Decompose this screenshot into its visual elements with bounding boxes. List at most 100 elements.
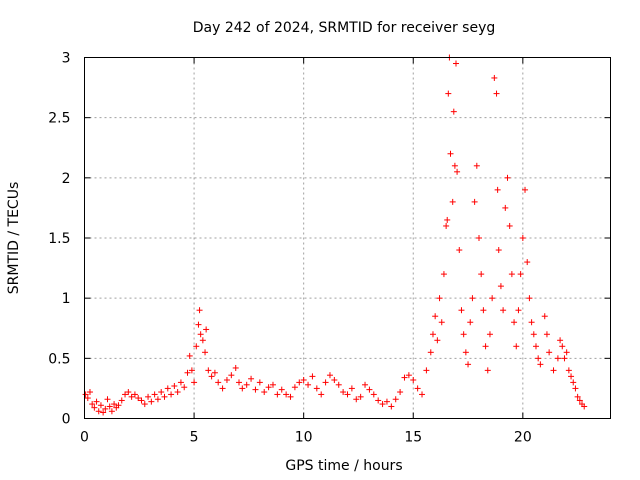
data-point xyxy=(256,379,263,386)
data-point xyxy=(541,313,548,320)
data-point xyxy=(462,349,469,356)
data-point xyxy=(291,384,298,391)
data-point xyxy=(211,369,218,376)
data-point xyxy=(471,198,478,205)
data-point xyxy=(508,271,515,278)
data-point xyxy=(546,349,553,356)
data-point xyxy=(405,372,412,379)
grid-lines xyxy=(84,57,611,419)
data-point xyxy=(497,283,504,290)
data-point xyxy=(517,271,524,278)
data-point xyxy=(392,396,399,403)
data-point xyxy=(131,391,138,398)
data-point xyxy=(313,385,320,392)
data-point xyxy=(86,389,93,396)
data-point xyxy=(248,375,255,382)
data-point xyxy=(506,222,513,229)
data-point xyxy=(370,391,377,398)
data-point xyxy=(148,398,155,405)
data-point xyxy=(243,381,250,388)
data-point xyxy=(366,386,373,393)
data-point xyxy=(252,386,259,393)
data-point xyxy=(513,343,520,350)
data-point xyxy=(82,391,89,398)
data-point xyxy=(335,381,342,388)
data-point xyxy=(138,397,145,404)
data-point xyxy=(554,355,561,362)
data-point xyxy=(581,403,588,410)
data-point xyxy=(340,389,347,396)
data-point xyxy=(97,402,104,409)
data-point xyxy=(445,90,452,97)
data-point xyxy=(104,396,111,403)
data-point xyxy=(502,204,509,211)
data-point xyxy=(436,295,443,302)
data-point xyxy=(118,397,125,404)
data-point xyxy=(519,235,526,241)
data-point xyxy=(203,326,210,333)
data-point xyxy=(397,389,404,396)
data-point xyxy=(401,374,408,381)
data-point xyxy=(476,235,482,241)
data-point xyxy=(480,307,487,314)
data-point xyxy=(84,395,91,402)
data-point xyxy=(543,331,550,338)
data-point xyxy=(444,216,451,223)
data-point xyxy=(388,403,395,410)
data-point xyxy=(576,397,583,404)
data-point xyxy=(228,372,235,379)
data-point xyxy=(565,367,572,374)
data-point xyxy=(122,391,129,398)
data-point xyxy=(434,337,441,344)
data-point xyxy=(102,405,109,412)
data-point xyxy=(532,343,539,350)
data-point xyxy=(550,367,557,374)
data-point xyxy=(447,150,454,157)
data-point xyxy=(322,379,329,386)
data-point xyxy=(452,60,459,67)
data-point xyxy=(451,162,458,169)
data-point xyxy=(438,319,445,326)
data-point xyxy=(89,401,96,408)
data-point xyxy=(469,295,476,302)
y-tick-label: 3 xyxy=(62,51,71,67)
data-point xyxy=(486,331,493,338)
data-point xyxy=(414,385,421,392)
data-point xyxy=(528,319,535,326)
data-point xyxy=(456,247,463,254)
data-point xyxy=(331,376,338,383)
data-point xyxy=(195,321,202,328)
data-point xyxy=(300,376,307,383)
data-point xyxy=(283,391,290,398)
data-point xyxy=(493,90,500,97)
data-point xyxy=(100,409,107,416)
data-point xyxy=(362,381,369,388)
data-point xyxy=(524,259,531,266)
data-point xyxy=(174,389,181,396)
data-point xyxy=(202,349,209,356)
data-point xyxy=(239,385,246,392)
data-point xyxy=(161,393,168,400)
data-point xyxy=(145,393,152,400)
data-point xyxy=(111,401,118,408)
data-point xyxy=(296,379,303,386)
data-point xyxy=(265,384,272,391)
data-point xyxy=(559,343,566,350)
data-point xyxy=(500,307,507,314)
data-point xyxy=(208,373,215,380)
data-point xyxy=(568,373,575,380)
data-point xyxy=(232,364,239,371)
data-point xyxy=(191,379,198,386)
data-point xyxy=(537,361,544,368)
y-tick-label: 2.5 xyxy=(48,111,70,127)
data-point xyxy=(410,376,417,383)
data-point xyxy=(526,295,533,302)
data-point xyxy=(193,343,200,350)
data-point xyxy=(184,369,191,376)
plot-frame xyxy=(84,57,611,419)
data-point xyxy=(154,396,161,403)
data-point xyxy=(460,331,467,338)
data-point xyxy=(223,376,230,383)
data-point xyxy=(171,383,178,390)
data-point xyxy=(93,398,100,405)
